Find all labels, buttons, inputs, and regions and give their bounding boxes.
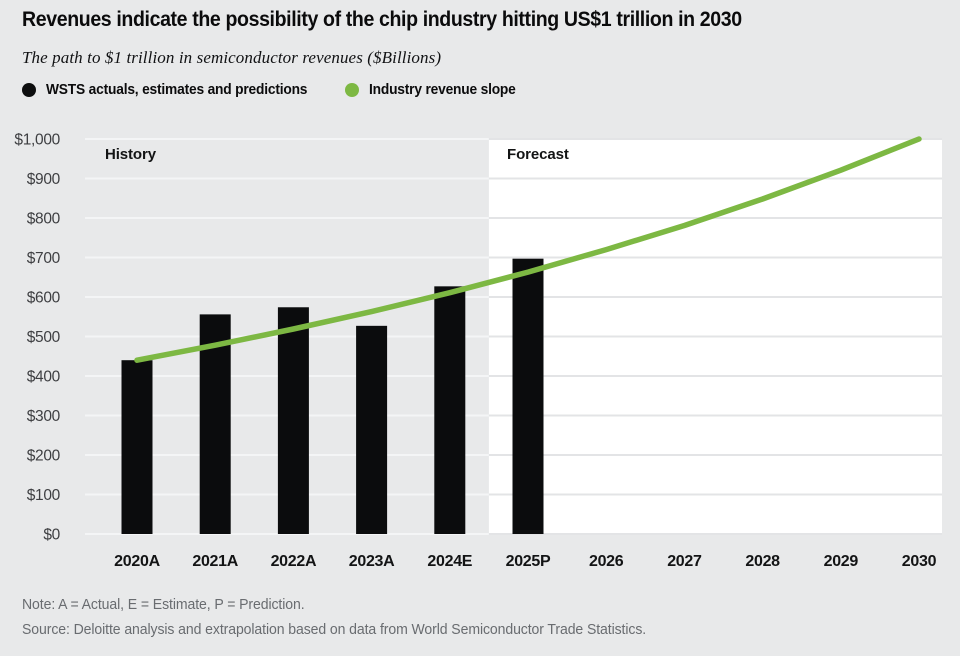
history-region-label: History — [105, 146, 156, 163]
legend-label: Industry revenue slope — [369, 82, 516, 98]
bar-2022A — [277, 307, 309, 534]
y-axis-tick-label: $500 — [27, 329, 61, 346]
revenue-slope-line — [134, 136, 922, 363]
x-axis-tick-label: 2023A — [349, 553, 395, 570]
x-axis-tick-label: 2021A — [192, 553, 238, 570]
y-axis-tick-label: $400 — [27, 369, 61, 386]
legend-item-wsts: WSTS actuals, estimates and predictions — [22, 82, 321, 98]
y-axis-tick-label: $900 — [27, 171, 61, 188]
x-axis-tick-label: 2022A — [271, 553, 317, 570]
y-axis-tick-label: $800 — [27, 211, 61, 228]
note-text: Note: A = Actual, E = Estimate, P = Pred… — [22, 597, 305, 613]
y-axis-tick-label: $1,000 — [14, 132, 60, 149]
y-axis-tick-label: $600 — [27, 290, 61, 307]
x-axis-tick-label: 2024E — [427, 553, 472, 570]
black-circle-icon — [22, 83, 36, 97]
legend-label: WSTS actuals, estimates and predictions — [46, 82, 308, 98]
x-axis-tick-label: 2028 — [745, 553, 780, 570]
x-axis-tick-label: 2027 — [667, 553, 702, 570]
forecast-region-label: Forecast — [507, 146, 569, 163]
chart-subtitle: The path to $1 trillion in semiconductor… — [22, 48, 442, 67]
bar-2025P — [512, 258, 544, 534]
x-axis-tick-label: 2020A — [114, 553, 160, 570]
x-axis-tick-label: 2025P — [506, 553, 551, 570]
bar-2020A — [121, 360, 153, 534]
bar-2024E — [434, 286, 466, 534]
y-axis-tick-label: $300 — [27, 408, 61, 425]
x-axis-tick-label: 2026 — [589, 553, 624, 570]
legend-item-slope: Industry revenue slope — [345, 82, 523, 98]
y-axis-tick-label: $0 — [43, 527, 60, 544]
x-axis-tick-label: 2029 — [824, 553, 859, 570]
bar-2023A — [356, 325, 388, 534]
source-text: Source: Deloitte analysis and extrapolat… — [22, 622, 647, 638]
y-axis-tick-label: $700 — [27, 250, 61, 267]
chart-title: Revenues indicate the possibility of the… — [22, 8, 742, 31]
bar-2021A — [199, 314, 231, 534]
x-axis-tick-label: 2030 — [902, 553, 937, 570]
green-circle-icon — [345, 83, 359, 97]
y-axis-tick-label: $100 — [27, 487, 61, 504]
y-axis-tick-label: $200 — [27, 448, 61, 465]
